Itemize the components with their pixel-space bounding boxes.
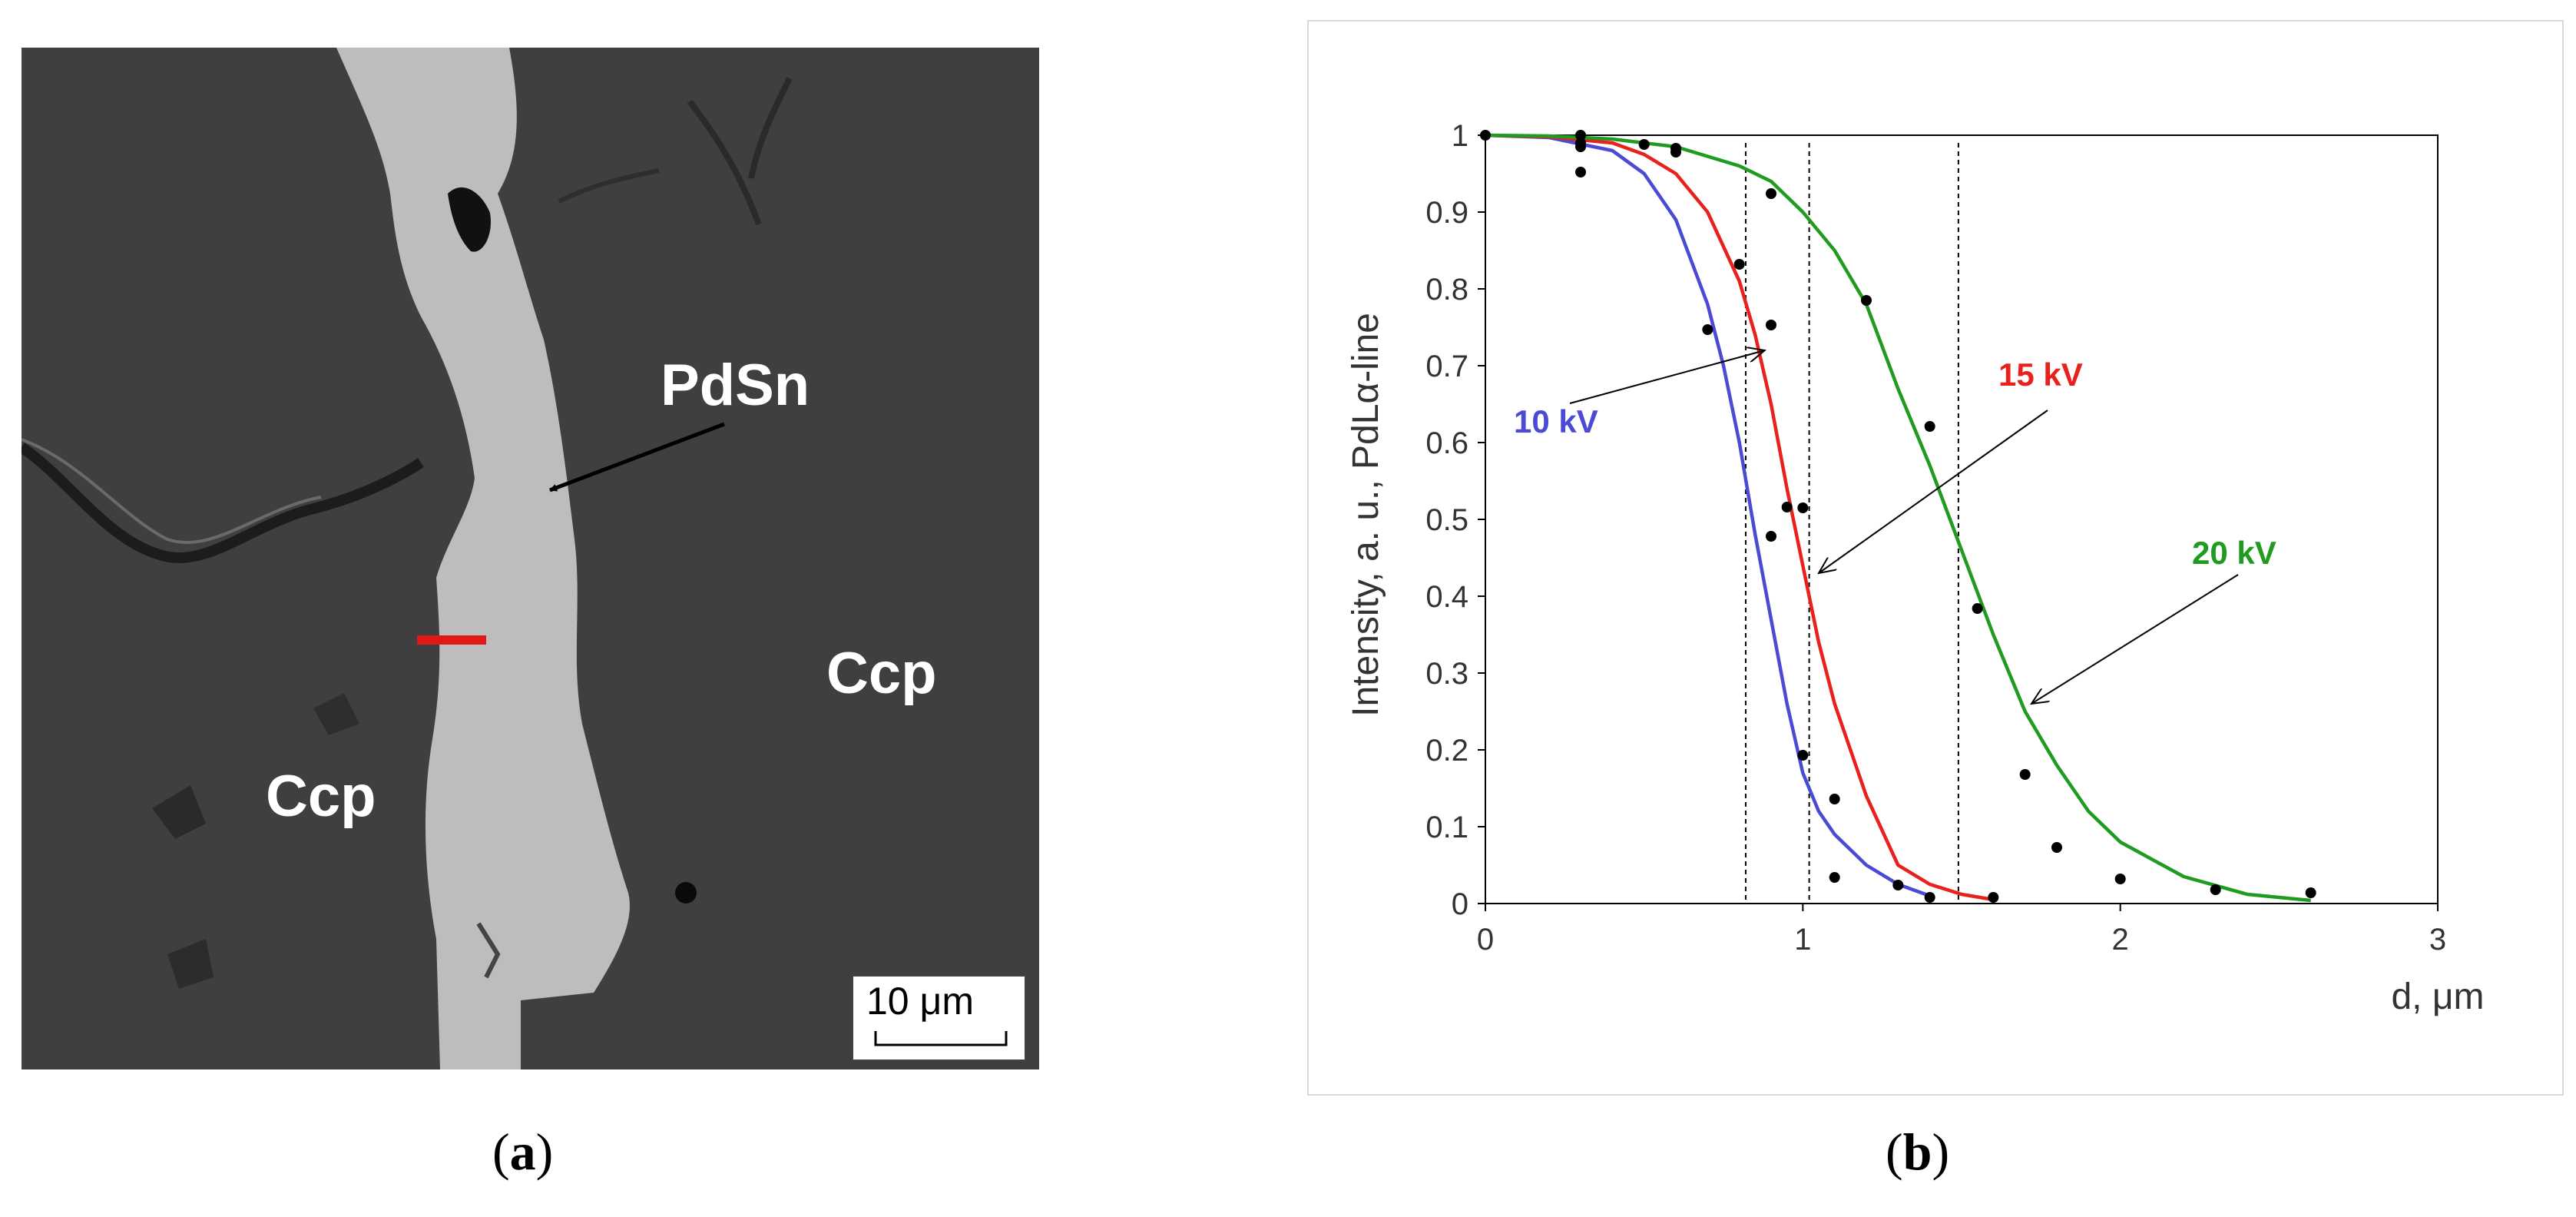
sem-micrograph: PdSn Ccp Ccp 10 μm	[22, 48, 1039, 1069]
y-tick-label: 0	[1452, 887, 1468, 921]
crack	[687, 77, 793, 226]
annotation-arrow	[2031, 574, 2239, 704]
data-point	[1575, 167, 1586, 177]
scale-bar-label: 10 μm	[866, 980, 974, 1023]
annotation-label: 10 kV	[1514, 403, 1598, 439]
inclusion	[675, 882, 697, 904]
annotation-label: 20 kV	[2192, 535, 2276, 571]
annotation-arrow	[1569, 350, 1765, 404]
data-point	[1924, 421, 1935, 432]
x-tick-label: 3	[2429, 923, 2446, 957]
data-point	[2210, 884, 2221, 895]
data-point	[1892, 880, 1904, 890]
dark-spot	[313, 693, 359, 735]
pdsn-grain	[336, 48, 630, 1069]
data-point	[1829, 872, 1840, 883]
panel-label-a: (a)	[492, 1122, 554, 1181]
data-point	[1861, 295, 1872, 306]
data-point	[1972, 603, 1983, 614]
data-point	[1924, 892, 1935, 903]
data-point	[1575, 141, 1586, 152]
y-tick-label: 0.1	[1425, 811, 1468, 844]
series-line-15kv	[1485, 133, 1994, 902]
y-tick-label: 0.4	[1425, 580, 1468, 614]
data-point	[1797, 502, 1809, 513]
data-point	[1733, 259, 1745, 270]
scale-bar: 10 μm	[852, 975, 1026, 1061]
y-tick-label: 0.8	[1425, 273, 1468, 307]
data-point	[1575, 130, 1586, 141]
y-tick-label: 1	[1452, 119, 1468, 153]
dark-spot	[167, 939, 214, 989]
y-tick-label: 0.2	[1425, 734, 1468, 768]
red-profile-marker	[417, 635, 486, 645]
data-point	[1988, 892, 1999, 903]
annotation-label: 15 kV	[1998, 356, 2083, 393]
data-point	[1781, 502, 1793, 512]
intensity-profile-chart: 0 0.1 0.2 0.3 0.4 0.5 0.6 0.7 0.8 0.9 1 0 1 2 3 10 kV 15…	[1346, 119, 2485, 1017]
chart-frame: 0 0.1 0.2 0.3 0.4 0.5 0.6 0.7 0.8 0.9 1 0 1 2 3 10 kV 15…	[1307, 20, 2564, 1096]
y-tick-label: 0.5	[1425, 503, 1468, 537]
annotation-arrow	[1819, 410, 2048, 573]
dark-spot	[152, 785, 206, 839]
panel-label-b: (b)	[1886, 1122, 1950, 1181]
crack-in-grain	[476, 922, 501, 979]
y-tick-label: 0.6	[1425, 426, 1468, 460]
plot-area-border	[1485, 134, 2439, 904]
data-point	[2305, 887, 2316, 898]
y-tick-label: 0.7	[1425, 350, 1468, 383]
data-point	[1766, 531, 1776, 542]
pdsn-arrow	[549, 422, 725, 492]
x-tick-label: 0	[1477, 923, 1494, 957]
label-ccp-right: Ccp	[826, 641, 937, 706]
data-point	[1480, 130, 1491, 141]
x-axis-label: d, μm	[2391, 977, 2484, 1017]
pit	[448, 187, 491, 252]
x-tick-label: 1	[1794, 923, 1811, 957]
x-tick-label: 2	[2112, 923, 2129, 957]
series-line-20kv	[1485, 133, 2311, 903]
data-point	[1638, 139, 1650, 150]
data-point	[1766, 320, 1776, 330]
y-tick-label: 0.3	[1425, 657, 1468, 691]
data-point	[1766, 188, 1776, 199]
crack	[558, 168, 660, 204]
data-point	[1829, 794, 1840, 804]
data-point	[1702, 324, 1713, 335]
label-ccp-left: Ccp	[266, 764, 376, 829]
y-tick-label: 0.9	[1425, 196, 1468, 230]
label-pdsn: PdSn	[661, 353, 810, 418]
crack	[22, 443, 424, 563]
crack	[22, 438, 322, 544]
data-point	[1670, 143, 1681, 154]
data-point	[2051, 842, 2062, 853]
series-line-10kv	[1485, 133, 1931, 898]
data-point	[2019, 769, 2031, 780]
y-axis-label: Intensity, a. u., PdLα-line	[1346, 313, 1386, 717]
data-point	[1797, 750, 1809, 761]
data-point	[2114, 874, 2126, 884]
